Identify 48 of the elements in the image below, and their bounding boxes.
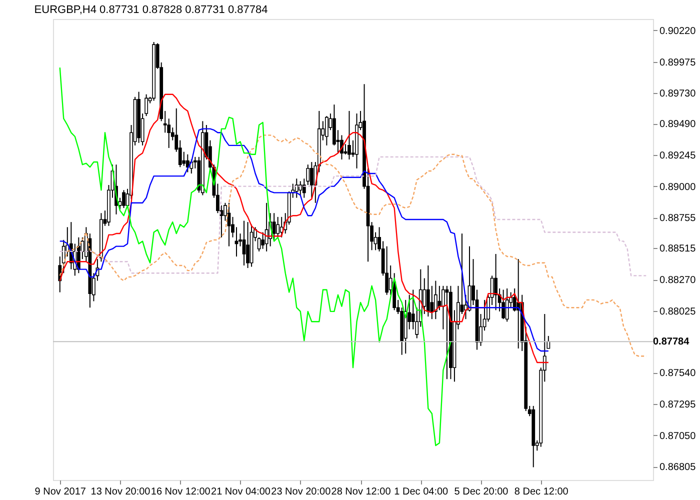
ref-line-label: 0.87784 xyxy=(653,336,690,348)
candlestick xyxy=(276,216,280,238)
candlestick xyxy=(494,253,498,311)
x-tick-label: 1 Dec 04:00 xyxy=(394,486,449,498)
candlestick xyxy=(242,220,246,266)
chart-title: EURGBP,H4 0.87731 0.87828 0.87731 0.87784 xyxy=(34,4,268,16)
y-tick-label: 0.87540 xyxy=(660,368,696,380)
y-tick-label: 0.88515 xyxy=(660,244,696,255)
candlestick xyxy=(294,178,298,198)
candlestick xyxy=(505,288,509,322)
candlestick xyxy=(426,264,430,318)
x-tick-label: 16 Nov 12:00 xyxy=(150,486,211,498)
candlestick xyxy=(434,280,438,320)
line-series xyxy=(59,66,452,446)
candlestick xyxy=(344,144,348,155)
x-tick-label: 9 Nov 2017 xyxy=(34,486,86,498)
y-tick-label: 0.89000 xyxy=(660,182,696,193)
candlestick xyxy=(246,222,250,269)
y-tick-label: 0.89975 xyxy=(660,57,696,68)
x-tick-label: 21 Nov 04:00 xyxy=(211,486,271,498)
x-tick-label: 13 Nov 20:00 xyxy=(90,486,151,498)
candlestick xyxy=(502,289,506,320)
candlestick xyxy=(348,110,351,160)
y-tick-label: 0.89245 xyxy=(660,150,696,162)
y-tick-label: 0.88270 xyxy=(660,275,696,286)
x-tick-label: 5 Dec 20:00 xyxy=(454,486,509,498)
y-tick-label: 0.88755 xyxy=(660,213,696,224)
candlestick xyxy=(264,202,268,252)
candlestick xyxy=(182,151,186,166)
x-tick-label: 8 Dec 12:00 xyxy=(514,486,569,498)
candlestick xyxy=(310,162,314,198)
y-tick-label: 0.90220 xyxy=(660,26,696,37)
y-tick-label: 0.87050 xyxy=(660,430,696,442)
x-tick-label: 23 Nov 20:00 xyxy=(271,486,332,498)
candlestick xyxy=(272,212,276,240)
line-series xyxy=(59,156,647,276)
y-tick-label: 0.89490 xyxy=(660,119,696,130)
candlestick xyxy=(430,285,434,320)
x-tick-label: 28 Nov 12:00 xyxy=(331,486,392,498)
line-series xyxy=(59,128,550,352)
y-tick-label: 0.86805 xyxy=(660,462,696,474)
candlestick xyxy=(445,285,449,380)
line-series xyxy=(59,134,647,357)
candlestick xyxy=(324,116,328,146)
candlestick xyxy=(122,190,126,208)
y-tick-label: 0.87295 xyxy=(660,400,696,411)
y-tick-label: 0.88025 xyxy=(660,306,696,318)
y-tick-label: 0.89730 xyxy=(660,88,696,100)
